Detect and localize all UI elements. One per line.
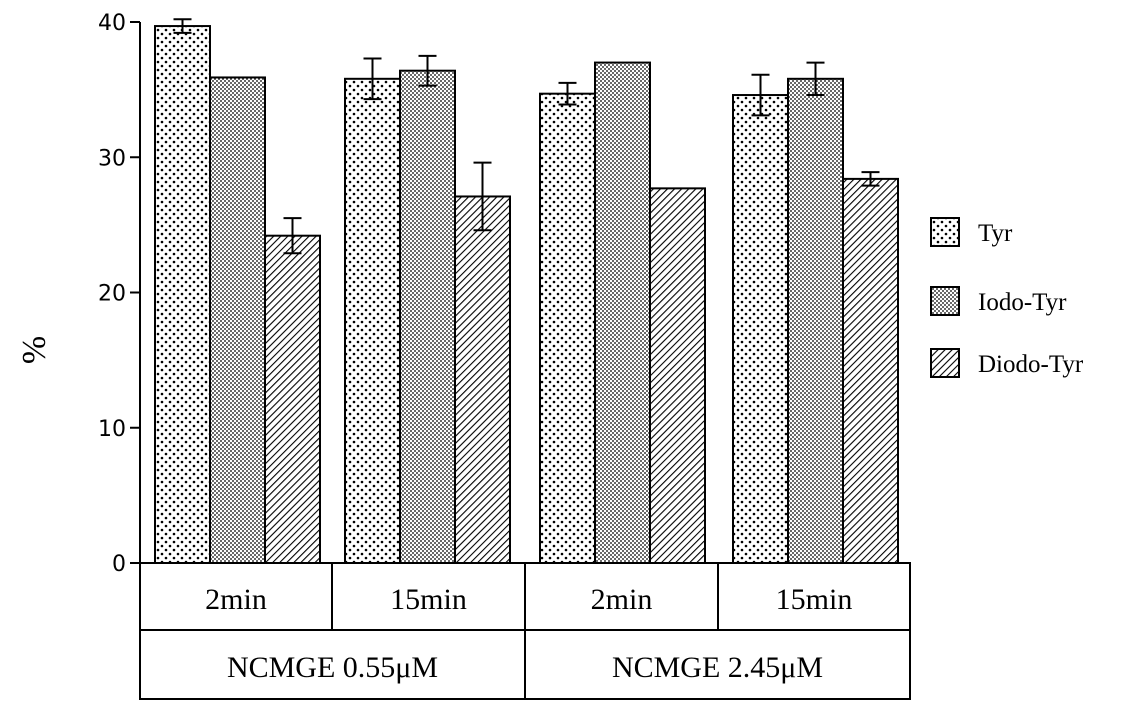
y-tick-label: 40 — [98, 11, 126, 36]
category-table: 2min 15min 2min 15min NCMGE 0.55μM NCMGE 2.45… — [139, 562, 911, 700]
legend-swatch-diodo-tyr — [930, 348, 960, 378]
legend-label: Diodo-Tyr — [978, 351, 1084, 378]
y-axis-label: % — [16, 336, 53, 364]
category-label: 2min — [205, 583, 267, 616]
error-bars — [173, 18, 880, 255]
bar-diodo-tyr — [842, 177, 899, 564]
category-label: 2min — [591, 583, 653, 616]
bar-diodo-tyr — [264, 234, 321, 564]
bar-diodo-tyr — [454, 195, 511, 564]
legend-label: Iodo-Tyr — [978, 289, 1067, 316]
group-label: NCMGE 2.45μM — [612, 651, 823, 684]
y-tick-label: 30 — [98, 146, 126, 171]
legend-swatch-iodo-tyr — [930, 286, 960, 316]
y-tick-label: 10 — [98, 417, 126, 442]
bar-iodo-tyr — [594, 61, 651, 564]
group-label: NCMGE 0.55μM — [227, 651, 438, 684]
bar-tyr — [344, 77, 401, 565]
bar-iodo-tyr — [209, 76, 266, 564]
bar-tyr — [539, 92, 596, 565]
y-tick-label: 0 — [112, 552, 126, 577]
bar-diodo-tyr — [649, 187, 706, 564]
y-tick-label: 20 — [98, 282, 126, 307]
axes: 0 10 20 30 40 — [98, 11, 141, 577]
category-label: 15min — [776, 583, 853, 616]
bar-tyr — [154, 25, 211, 565]
legend-label: Tyr — [978, 220, 1013, 247]
legend: Tyr Iodo-Tyr Diodo-Tyr — [930, 217, 1084, 378]
legend-swatch-tyr — [930, 217, 960, 247]
bar-iodo-tyr — [399, 69, 456, 564]
bars — [154, 25, 899, 565]
bar-iodo-tyr — [787, 77, 844, 565]
category-label: 15min — [390, 583, 467, 616]
bar-tyr — [732, 94, 789, 564]
